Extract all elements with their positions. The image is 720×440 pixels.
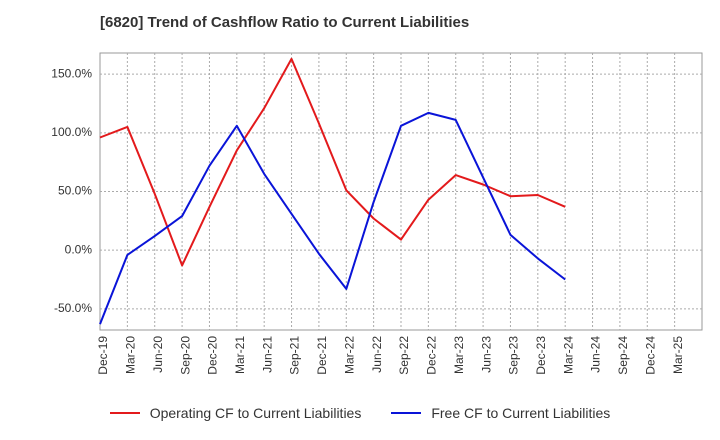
x-tick-label: Sep-21 (288, 336, 302, 375)
x-tick-label: Dec-23 (534, 336, 548, 375)
legend-item-operating-cf: Operating CF to Current Liabilities (109, 405, 362, 421)
x-tick-label: Jun-23 (479, 336, 493, 373)
x-tick-label: Sep-23 (507, 336, 521, 375)
x-tick-label: Mar-23 (452, 336, 466, 374)
x-tick-label: Mar-24 (561, 336, 575, 374)
x-tick-label: Dec-20 (206, 336, 220, 375)
y-tick-label: -50.0% (54, 301, 92, 315)
series-lines (99, 57, 566, 325)
x-tick-label: Mar-22 (342, 336, 356, 374)
legend-swatch-free-cf (391, 412, 422, 414)
grid-lines (100, 53, 702, 330)
x-tick-label: Mar-25 (671, 336, 685, 374)
x-tick-label: Sep-22 (397, 336, 411, 375)
x-tick-label: Mar-21 (233, 336, 247, 374)
series-line-1 (99, 111, 566, 325)
x-tick-label: Sep-20 (178, 336, 192, 375)
legend-swatch-operating-cf (109, 412, 140, 414)
legend-label-operating-cf: Operating CF to Current Liabilities (149, 405, 362, 421)
y-axis-tick-labels: 150.0% 100.0% 50.0% 0.0% -50.0% (51, 66, 92, 315)
x-tick-label: Sep-24 (616, 336, 630, 375)
x-tick-label: Dec-21 (315, 336, 329, 375)
y-tick-label: 150.0% (51, 66, 92, 80)
x-tick-label: Jun-21 (260, 336, 274, 373)
legend: Operating CF to Current Liabilities Free… (0, 405, 720, 421)
chart-title: [6820] Trend of Cashflow Ratio to Curren… (100, 14, 470, 31)
x-tick-label: Jun-20 (151, 336, 165, 373)
x-tick-label: Jun-22 (370, 336, 384, 373)
y-tick-label: 100.0% (51, 125, 92, 139)
x-tick-label: Dec-24 (643, 336, 657, 375)
legend-item-free-cf: Free CF to Current Liabilities (391, 405, 610, 421)
x-tick-label: Dec-19 (96, 336, 110, 375)
y-tick-label: 0.0% (65, 242, 93, 256)
x-tick-label: Dec-22 (425, 336, 439, 375)
x-tick-label: Mar-20 (124, 336, 138, 374)
y-tick-label: 50.0% (58, 184, 92, 198)
x-axis-tick-labels: Dec-19 Mar-20 Jun-20 Sep-20 Dec-20 Mar-21 Jun-… (96, 336, 685, 375)
legend-label-free-cf: Free CF to Current Liabilities (431, 405, 611, 421)
x-tick-label: Jun-24 (589, 336, 603, 373)
